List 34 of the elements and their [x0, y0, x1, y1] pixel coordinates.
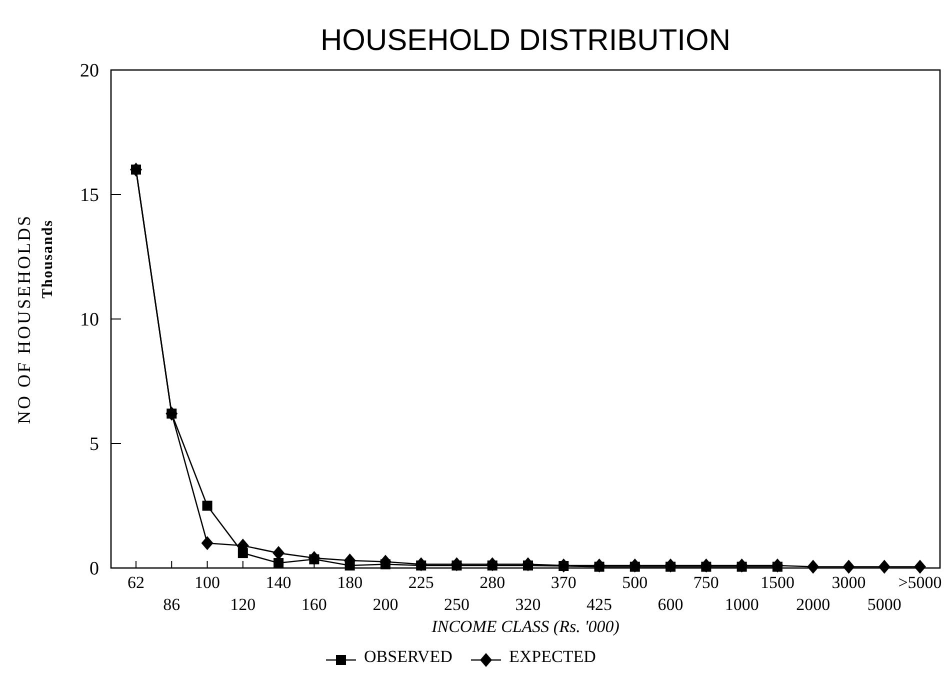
x-tick-label: 120 — [230, 595, 256, 614]
y-tick-label: 20 — [80, 60, 99, 82]
x-tick-label: 370 — [550, 573, 576, 592]
x-tick-label: 86 — [163, 595, 180, 614]
x-tick-label: >5000 — [898, 573, 942, 592]
x-tick-label: 5000 — [867, 595, 902, 614]
x-tick-label: 160 — [301, 595, 327, 614]
x-tick-label: 140 — [266, 573, 292, 592]
x-tick-label: 62 — [128, 573, 144, 592]
y-tick-label: 5 — [90, 434, 99, 456]
y-tick-label: 0 — [90, 558, 99, 580]
x-tick-label: 425 — [586, 595, 612, 614]
chart-title: HOUSEHOLD DISTRIBUTION — [320, 24, 731, 57]
x-tick-label: 320 — [515, 595, 541, 614]
x-tick-label: 750 — [693, 573, 719, 592]
x-tick-label: 100 — [194, 573, 220, 592]
x-axis-title: INCOME CLASS (Rs. '000) — [430, 617, 620, 636]
legend-label: OBSERVED — [364, 646, 452, 666]
y-tick-label: 15 — [80, 185, 99, 206]
x-tick-label: 180 — [337, 573, 363, 592]
x-tick-label: 600 — [658, 595, 684, 614]
x-tick-label: 200 — [372, 595, 398, 614]
x-tick-label: 280 — [480, 573, 506, 592]
x-tick-label: 1000 — [724, 595, 759, 614]
y-axis-title: NO OF HOUSEHOLDS — [14, 214, 34, 424]
x-tick-label: 225 — [408, 573, 434, 592]
x-tick-label: 2000 — [796, 595, 830, 614]
x-tick-label: 1500 — [760, 573, 794, 592]
text: Thousands — [40, 219, 56, 299]
x-tick-label: 3000 — [832, 573, 866, 592]
x-tick-label: 250 — [444, 595, 470, 614]
legend-label: EXPECTED — [509, 646, 596, 666]
y-tick-label: 10 — [80, 310, 99, 331]
x-tick-label: 500 — [622, 573, 648, 592]
